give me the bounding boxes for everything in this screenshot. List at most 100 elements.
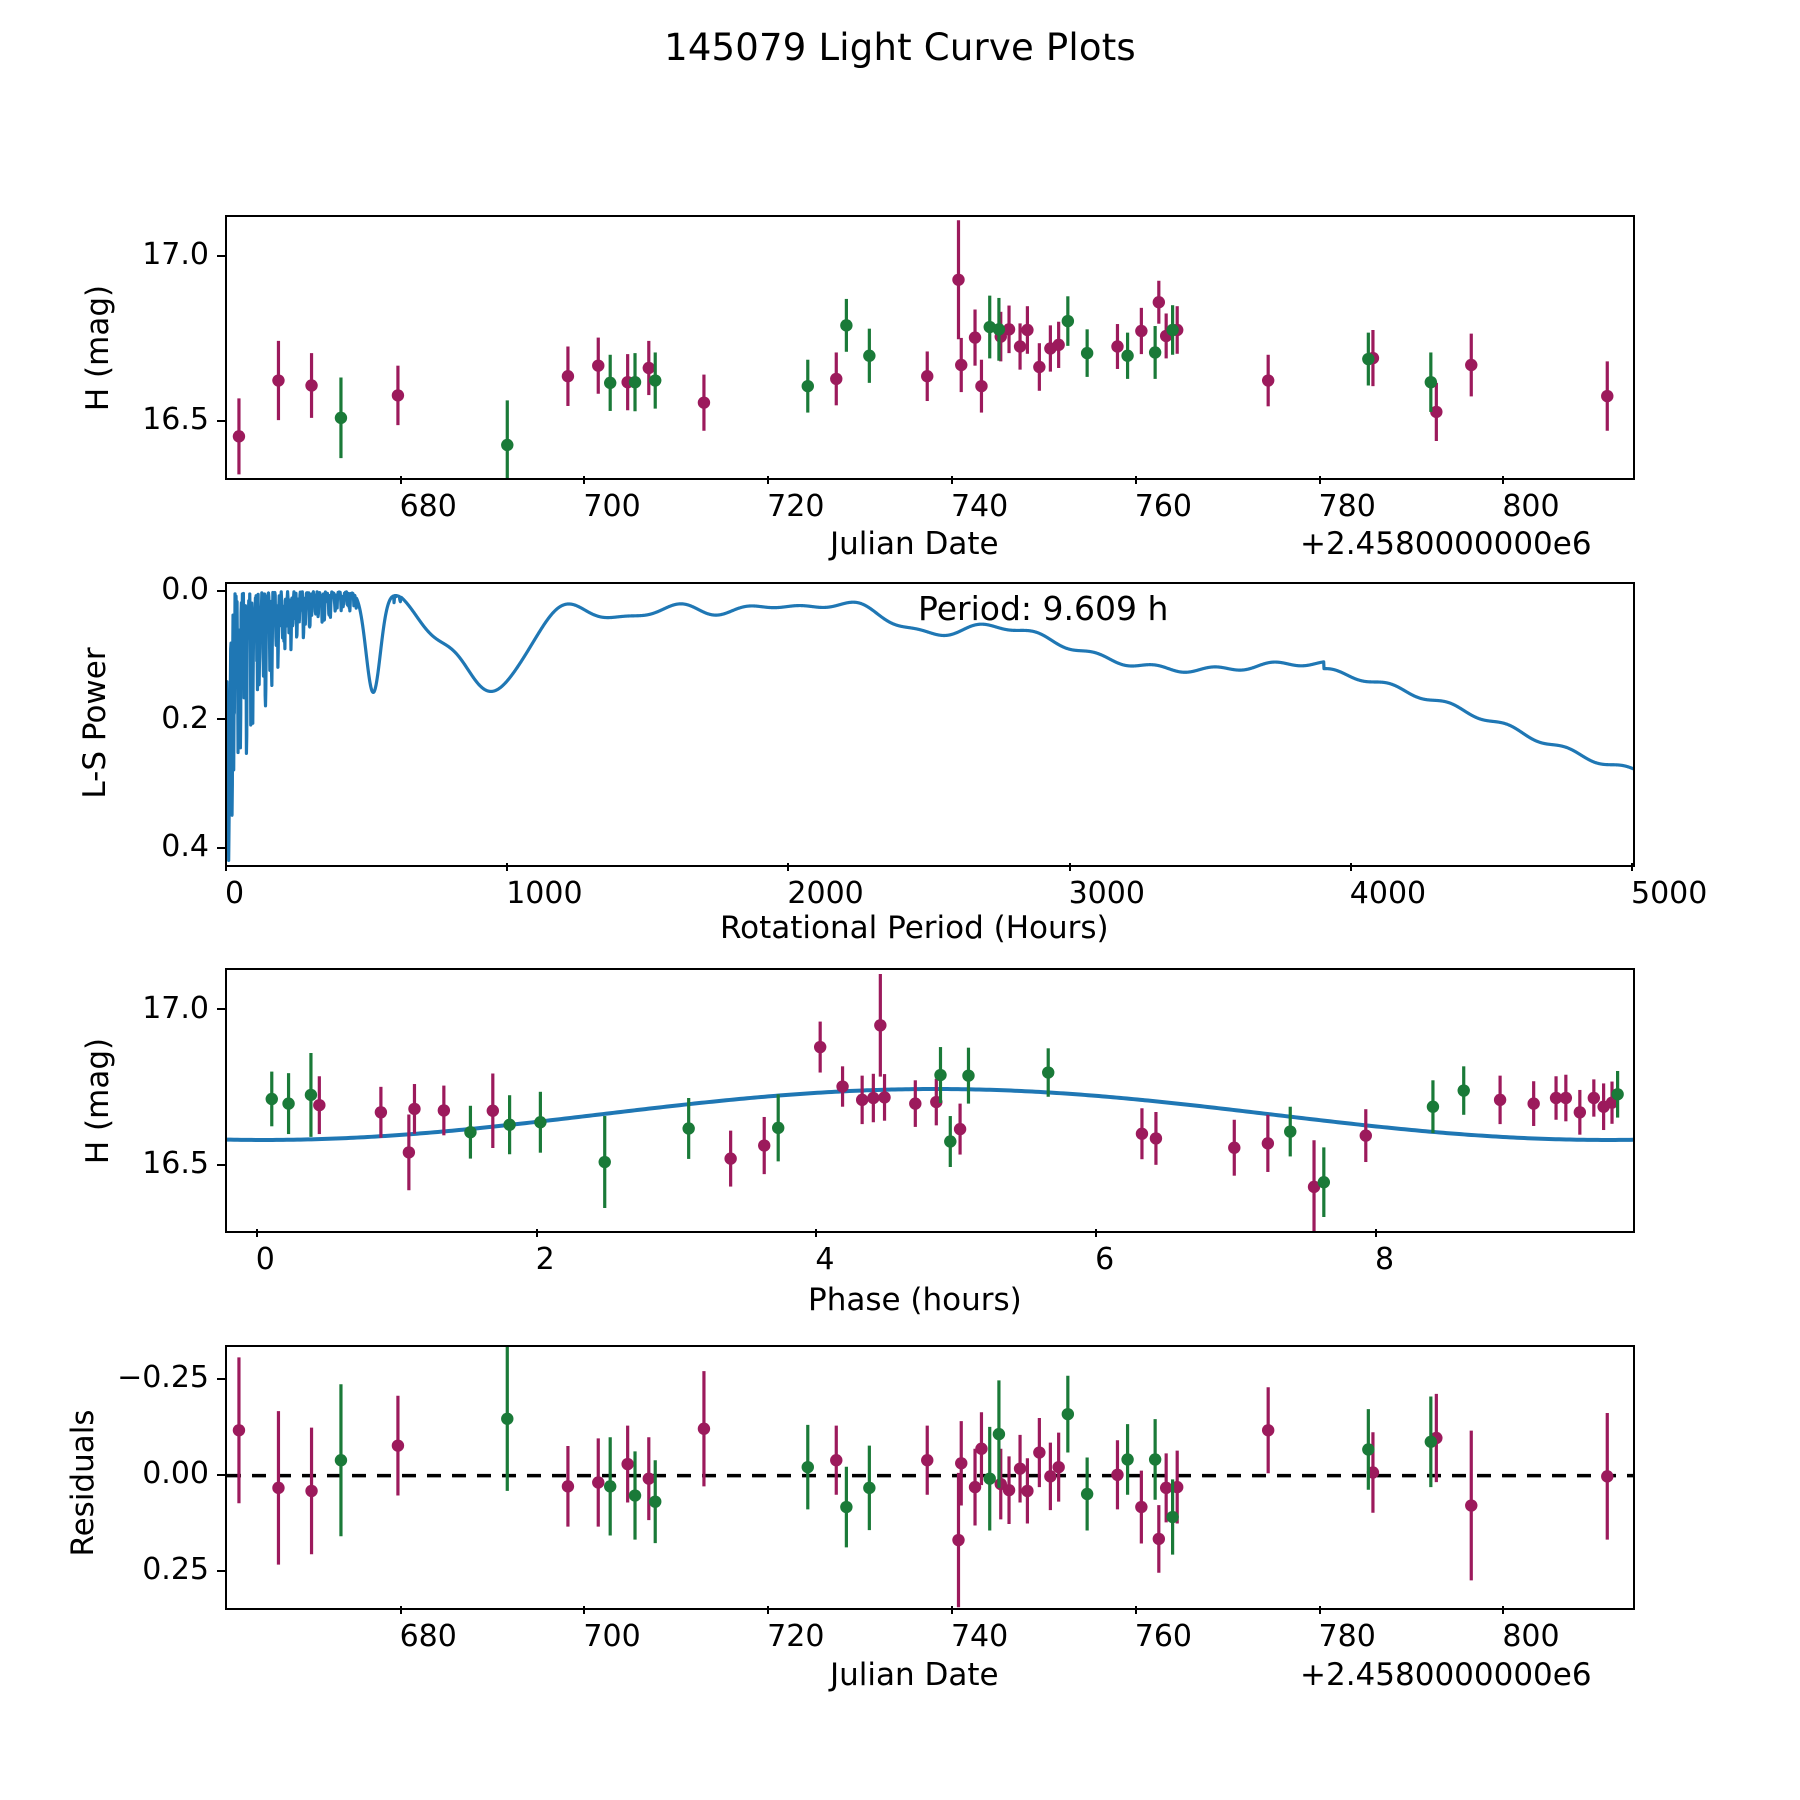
data-point: [501, 1412, 514, 1425]
data-point: [598, 1155, 611, 1169]
data-point: [1426, 1100, 1440, 1113]
data-point: [486, 1104, 500, 1117]
residuals-ytick-mark-0: [217, 1569, 225, 1572]
axis-offset-panel1: +2.4580000000e6: [1300, 526, 1592, 562]
data-point: [1166, 323, 1179, 337]
data-point: [1052, 338, 1065, 352]
data-point: [534, 1116, 547, 1129]
series-green-filter: [334, 295, 1438, 478]
data-point: [962, 1069, 975, 1082]
data-point: [503, 1118, 516, 1131]
lightcurve-xtick-mark-5: [1318, 476, 1321, 484]
phasefold-xtick-label-1: 2: [535, 1242, 555, 1277]
periodogram-plot: [227, 590, 1633, 862]
residuals-xtick-mark-4: [1134, 1606, 1137, 1614]
periodogram-ytick-mark-2: [217, 846, 225, 849]
axis-label-h-mag-panel1: H (mag): [80, 284, 116, 412]
lightcurve-xtick-mark-6: [1502, 476, 1505, 484]
data-point: [621, 1457, 634, 1471]
residuals-xtick-label-0: 680: [399, 1619, 457, 1654]
data-point: [334, 1454, 348, 1467]
data-point: [1111, 1468, 1124, 1482]
series-green-filter: [334, 1347, 1438, 1555]
residuals-xtick-mark-0: [399, 1606, 402, 1614]
axis-label-rotational-period: Rotational Period (Hours): [720, 910, 1109, 946]
data-point: [1052, 1460, 1065, 1474]
data-point: [1152, 1532, 1166, 1546]
data-point: [604, 376, 617, 390]
data-point: [391, 1439, 405, 1452]
series-magenta-filter: [232, 1357, 1614, 1608]
data-point: [697, 396, 711, 409]
lightcurve-xtick-mark-4: [1134, 476, 1137, 484]
periodogram-xtick-mark-5: [1631, 863, 1633, 871]
data-point: [682, 1122, 695, 1135]
residuals-xtick-mark-1: [583, 1606, 586, 1614]
data-point: [272, 1481, 285, 1495]
data-point: [952, 1533, 965, 1547]
data-point: [1611, 1088, 1624, 1101]
axis-label-residuals: Residuals: [65, 1409, 101, 1557]
data-point: [1559, 1091, 1573, 1105]
data-point: [1261, 374, 1275, 387]
periodogram-xtick-label-3: 3000: [1068, 876, 1145, 911]
data-point: [1135, 1500, 1148, 1514]
data-point: [953, 1122, 967, 1136]
panel-periodogram: [225, 582, 1635, 867]
periodogram-xtick-mark-1: [506, 863, 509, 871]
lightcurve-ytick-label-1: 16.5: [142, 402, 209, 438]
periodogram-line: [227, 590, 1633, 862]
data-point: [921, 370, 934, 383]
lightcurve-xtick-mark-2: [767, 476, 770, 484]
data-point: [1080, 1487, 1094, 1501]
periodogram-ytick-label-1: 0.2: [161, 700, 209, 736]
data-point: [968, 1480, 982, 1494]
axis-label-julian-date-panel1: Julian Date: [830, 526, 999, 562]
data-point: [1228, 1141, 1241, 1154]
data-point: [1166, 1510, 1179, 1524]
data-point: [909, 1097, 922, 1110]
data-point: [561, 1480, 575, 1493]
phasefold-xtick-label-3: 6: [1095, 1242, 1115, 1277]
data-point: [1013, 340, 1027, 353]
data-point: [374, 1106, 388, 1119]
data-point: [1424, 375, 1438, 389]
data-point: [1284, 1125, 1297, 1138]
lightcurve-xtick-label-6: 800: [1502, 489, 1560, 524]
lightcurve-xtick-label-4: 760: [1134, 489, 1193, 524]
data-point: [1261, 1137, 1275, 1150]
data-point: [955, 1457, 968, 1470]
data-point: [1061, 314, 1075, 328]
lightcurve-xtick-mark-3: [950, 476, 953, 484]
data-point: [232, 430, 246, 443]
data-point: [1002, 323, 1016, 336]
data-point: [1033, 1446, 1046, 1459]
data-point: [867, 1091, 880, 1105]
data-point: [437, 1104, 451, 1117]
residuals-xtick-label-3: 740: [950, 1619, 1009, 1654]
data-point: [955, 358, 968, 372]
data-point: [1261, 1424, 1275, 1437]
phasefold-xtick-mark-0: [255, 1229, 258, 1237]
data-point: [272, 374, 285, 387]
axis-label-h-mag-panel3: H (mag): [80, 1037, 116, 1165]
data-point: [863, 1481, 876, 1495]
axis-label-phase-hours: Phase (hours): [808, 1282, 1022, 1318]
residuals-ytick-mark-1: [217, 1473, 225, 1476]
phasefold-xtick-mark-3: [1095, 1229, 1098, 1237]
residuals-xtick-label-1: 700: [583, 1619, 641, 1654]
data-point: [305, 379, 318, 392]
series-magenta-filter: [232, 220, 1614, 475]
residuals-xtick-mark-2: [767, 1606, 770, 1614]
data-point: [724, 1152, 737, 1165]
data-point: [1061, 1407, 1075, 1421]
data-point: [649, 1495, 662, 1508]
periodogram-xtick-label-1: 1000: [506, 876, 583, 911]
data-point: [232, 1424, 246, 1437]
residuals-xtick-mark-3: [950, 1606, 953, 1614]
data-point: [874, 1019, 887, 1032]
residuals-xtick-mark-5: [1318, 1606, 1321, 1614]
periodogram-ytick-mark-0: [217, 589, 225, 592]
periodogram-xtick-mark-0: [225, 863, 227, 871]
data-point: [1111, 340, 1124, 353]
